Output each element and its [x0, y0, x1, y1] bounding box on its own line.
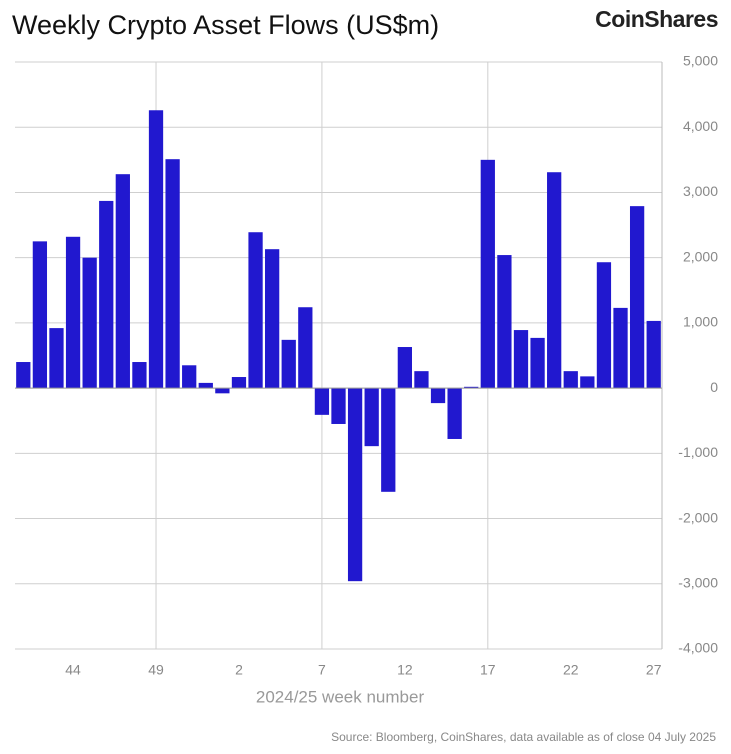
bar	[480, 159, 495, 389]
y-tick-label: -3,000	[678, 574, 718, 590]
y-tick-label: -4,000	[678, 640, 718, 656]
bar	[364, 388, 379, 447]
bar	[381, 388, 396, 492]
bar	[414, 371, 429, 389]
x-tick-label: 17	[480, 662, 496, 678]
bar	[231, 377, 247, 389]
bar	[298, 307, 313, 389]
y-tick-label: 0	[710, 379, 718, 395]
x-tick-label: 27	[646, 662, 662, 678]
bar	[331, 388, 346, 424]
bar	[513, 330, 529, 389]
bar	[198, 382, 213, 389]
bar	[646, 320, 661, 389]
bar	[397, 347, 412, 389]
y-tick-label: -1,000	[678, 444, 718, 460]
bar	[347, 388, 363, 582]
bar	[613, 307, 628, 389]
y-tick-label: 3,000	[683, 183, 718, 199]
x-tick-label: 44	[65, 662, 81, 678]
bar	[530, 337, 545, 389]
bar	[182, 365, 197, 389]
bar	[596, 262, 612, 389]
bar	[464, 386, 479, 389]
source-note: Source: Bloomberg, CoinShares, data avai…	[331, 730, 716, 744]
y-tick-label: 5,000	[683, 53, 718, 69]
x-axis-label: 2024/25 week number	[256, 687, 425, 706]
bar	[248, 232, 263, 389]
x-tick-label: 49	[148, 662, 164, 678]
y-tick-label: 1,000	[683, 314, 718, 330]
bar	[314, 388, 330, 415]
bar	[32, 241, 48, 389]
bar	[281, 339, 296, 389]
bar	[430, 388, 446, 404]
x-tick-label: 2	[235, 662, 243, 678]
bar	[215, 388, 230, 394]
bar	[629, 206, 645, 389]
chart-title: Weekly Crypto Asset Flows (US$m)	[12, 10, 439, 40]
bar	[497, 255, 512, 389]
bar	[563, 371, 578, 389]
y-tick-label: 2,000	[683, 248, 718, 264]
x-tick-label: 22	[563, 662, 579, 678]
bar	[447, 388, 462, 439]
brand-logo: CoinShares	[595, 6, 718, 32]
bar	[265, 249, 280, 389]
bar	[165, 159, 180, 389]
bar	[115, 174, 130, 389]
bar	[65, 236, 81, 389]
y-tick-label: -2,000	[678, 509, 718, 525]
bar	[16, 362, 31, 389]
bar	[580, 376, 595, 389]
bar	[82, 257, 97, 389]
bar	[49, 328, 64, 389]
bar	[547, 172, 562, 389]
bar	[148, 110, 164, 389]
bar	[99, 200, 114, 389]
x-tick-label: 7	[318, 662, 326, 678]
x-tick-label: 12	[397, 662, 413, 678]
y-tick-label: 4,000	[683, 118, 718, 134]
bar	[132, 362, 147, 389]
